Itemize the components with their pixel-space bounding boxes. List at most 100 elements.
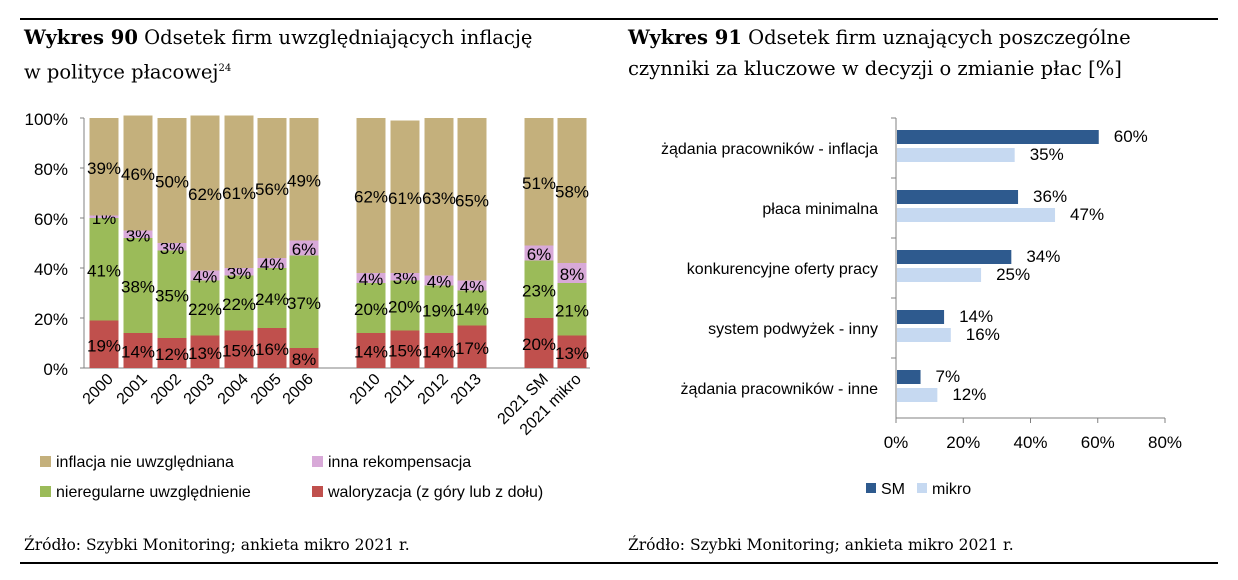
bar-segment — [157, 250, 187, 338]
data-label: 62% — [354, 188, 388, 207]
data-label: 6% — [292, 240, 317, 259]
y-tick-label: żądania pracowników - inflacja — [661, 141, 878, 158]
bar-segment — [224, 275, 254, 331]
data-label: 7% — [936, 367, 961, 386]
data-label: 14% — [121, 343, 155, 362]
bar-segment — [424, 118, 454, 276]
right-title-line1: Odsetek firm uznających poszczególne — [748, 26, 1131, 49]
top-rule — [20, 18, 1218, 20]
data-label: 39% — [87, 159, 121, 178]
bar-segment — [257, 118, 287, 258]
data-label: 38% — [121, 278, 155, 297]
bar-segment — [190, 115, 220, 271]
legend-swatch — [312, 456, 323, 467]
y-tick-label: 0% — [43, 360, 68, 379]
bar-segment — [89, 320, 119, 368]
data-label: 14% — [422, 343, 456, 362]
bar-segment — [524, 318, 554, 368]
data-label: 14% — [354, 343, 388, 362]
x-tick-label: 80% — [1148, 433, 1182, 452]
legend-swatch — [866, 483, 876, 493]
data-label: 12% — [155, 345, 189, 364]
data-label: 46% — [121, 165, 155, 184]
data-label: 4% — [460, 278, 485, 297]
data-label: 3% — [160, 239, 185, 258]
bottom-rule — [20, 562, 1218, 564]
data-label: 36% — [1033, 187, 1067, 206]
right-source: Źródło: Szybki Monitoring; ankieta mikro… — [628, 536, 1014, 554]
data-label: 62% — [188, 185, 222, 204]
data-label: 15% — [388, 341, 422, 360]
bar — [897, 370, 921, 384]
data-label: 50% — [155, 173, 189, 192]
bar-segment — [89, 215, 119, 218]
legend-swatch — [917, 483, 927, 493]
bar-segment — [89, 218, 119, 321]
left-title-line1: Odsetek firm uwzględniających inflację — [144, 26, 533, 49]
bar-segment — [123, 238, 153, 333]
bar-segment — [457, 280, 487, 291]
data-label: 22% — [222, 295, 256, 314]
bar-segment — [524, 118, 554, 246]
bar-segment — [190, 335, 220, 368]
bar-segment — [289, 118, 319, 241]
data-label: 58% — [555, 183, 589, 202]
x-tick-label: 40% — [1013, 433, 1047, 452]
bar-segment — [224, 330, 254, 368]
bar-segment — [457, 118, 487, 281]
bar-segment — [390, 330, 420, 368]
bar-segment — [257, 268, 287, 328]
data-label: 14% — [959, 307, 993, 326]
y-tick-label: żądania pracowników - inne — [681, 381, 879, 398]
bar-segment — [190, 270, 220, 281]
data-label: 34% — [1026, 247, 1060, 266]
y-tick-label: 40% — [34, 260, 68, 279]
bar-segment — [524, 245, 554, 261]
bar-segment — [424, 275, 454, 286]
data-label: 65% — [455, 191, 489, 210]
bar-segment — [356, 273, 386, 283]
y-tick-label: 100% — [25, 110, 68, 129]
data-label: 41% — [87, 261, 121, 280]
data-label: 61% — [388, 189, 422, 208]
bar — [897, 130, 1099, 144]
bar-segment — [224, 268, 254, 276]
bar — [897, 388, 938, 402]
bar-segment — [190, 280, 220, 336]
y-tick-label: 20% — [34, 310, 68, 329]
bar-segment — [557, 335, 587, 368]
data-label: 17% — [455, 339, 489, 358]
bar-segment — [257, 328, 287, 368]
legend-swatch — [40, 456, 51, 467]
bar-segment — [424, 285, 454, 333]
data-label: 12% — [952, 385, 986, 404]
data-label: 19% — [422, 301, 456, 320]
bar — [897, 148, 1015, 162]
bar-segment — [356, 118, 386, 273]
bar-segment — [89, 118, 119, 216]
data-label: 24% — [255, 290, 289, 309]
data-label: 23% — [522, 281, 556, 300]
data-label: 4% — [427, 273, 452, 292]
bar — [897, 310, 945, 324]
bar-segment — [390, 273, 420, 281]
data-label: 35% — [155, 286, 189, 305]
data-label: 21% — [555, 301, 589, 320]
right-title-line2: czynniki za kluczowe w decyzji o zmianie… — [628, 57, 1122, 80]
bar-segment — [390, 280, 420, 331]
y-tick-label: płaca minimalna — [762, 201, 878, 218]
bar — [897, 268, 982, 282]
bar — [897, 208, 1056, 222]
data-label: 61% — [222, 184, 256, 203]
data-label: 3% — [227, 264, 252, 283]
y-tick-label: system podwyżek - inny — [708, 321, 878, 338]
data-label: 35% — [1030, 145, 1064, 164]
bar-segment — [157, 118, 187, 243]
data-label: 16% — [966, 325, 1000, 344]
bar-segment — [224, 115, 254, 268]
data-label: 16% — [255, 340, 289, 359]
bar — [897, 190, 1019, 204]
bar-segment — [123, 115, 153, 231]
